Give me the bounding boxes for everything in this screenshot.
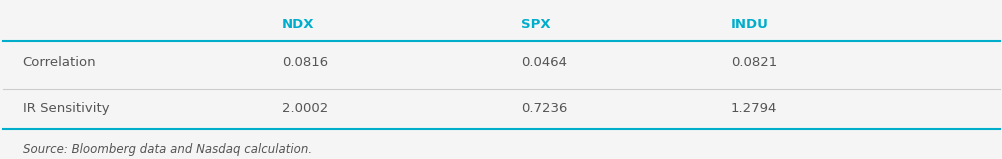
Text: Correlation: Correlation — [23, 56, 96, 69]
Text: 2.0002: 2.0002 — [282, 102, 328, 115]
Text: 1.2794: 1.2794 — [730, 102, 777, 115]
Text: 0.7236: 0.7236 — [521, 102, 567, 115]
Text: 0.0816: 0.0816 — [282, 56, 328, 69]
Text: 0.0821: 0.0821 — [730, 56, 777, 69]
Text: IR Sensitivity: IR Sensitivity — [23, 102, 109, 115]
Text: Source: Bloomberg data and Nasdaq calculation.: Source: Bloomberg data and Nasdaq calcul… — [23, 143, 312, 156]
Text: 0.0464: 0.0464 — [521, 56, 567, 69]
Text: NDX: NDX — [282, 18, 315, 31]
Text: SPX: SPX — [521, 18, 550, 31]
Text: INDU: INDU — [730, 18, 768, 31]
